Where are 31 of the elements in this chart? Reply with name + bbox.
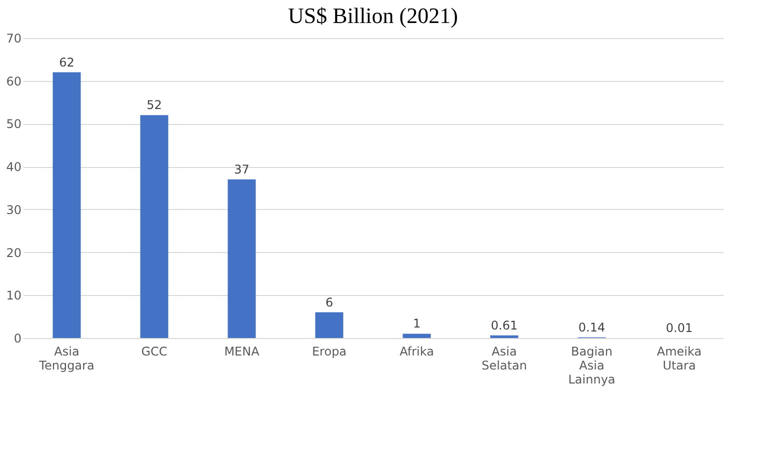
data-label: 0.14	[578, 320, 606, 334]
bar	[228, 179, 256, 338]
x-tick-label: Bagian Asia Lainnya	[568, 344, 616, 386]
data-label: 62	[59, 55, 74, 70]
x-tick-label: Afrika	[400, 344, 434, 358]
chart-title: US$ Billion (2021)	[288, 3, 458, 28]
x-tick-label: Asia Selatan	[482, 344, 527, 372]
bar	[140, 115, 168, 338]
y-tick-label: 20	[6, 246, 22, 260]
data-label: 52	[146, 98, 162, 112]
bar	[490, 335, 518, 338]
x-tick-label: GCC	[141, 344, 168, 358]
data-label: 6	[325, 295, 334, 310]
bar	[52, 72, 81, 338]
y-tick-label: 70	[6, 32, 22, 46]
data-label: 0.61	[490, 318, 518, 332]
data-label: 1	[412, 316, 421, 331]
bar	[402, 334, 431, 338]
y-tick-label: 60	[6, 74, 22, 88]
x-tick-label: Ameika Utara	[656, 344, 702, 372]
y-tick-label: 10	[6, 288, 22, 303]
y-tick-label: 0	[14, 332, 22, 346]
y-tick-label: 30	[6, 202, 22, 217]
x-tick-label: Asia Tenggara	[38, 344, 94, 372]
x-tick-label: MENA	[224, 344, 260, 358]
data-label: 0.01	[666, 320, 693, 335]
data-label: 37	[234, 162, 250, 176]
x-tick-label: Eropa	[312, 344, 347, 358]
bar	[315, 312, 344, 338]
y-tick-label: 40	[6, 160, 22, 174]
y-tick-label: 50	[6, 117, 22, 132]
